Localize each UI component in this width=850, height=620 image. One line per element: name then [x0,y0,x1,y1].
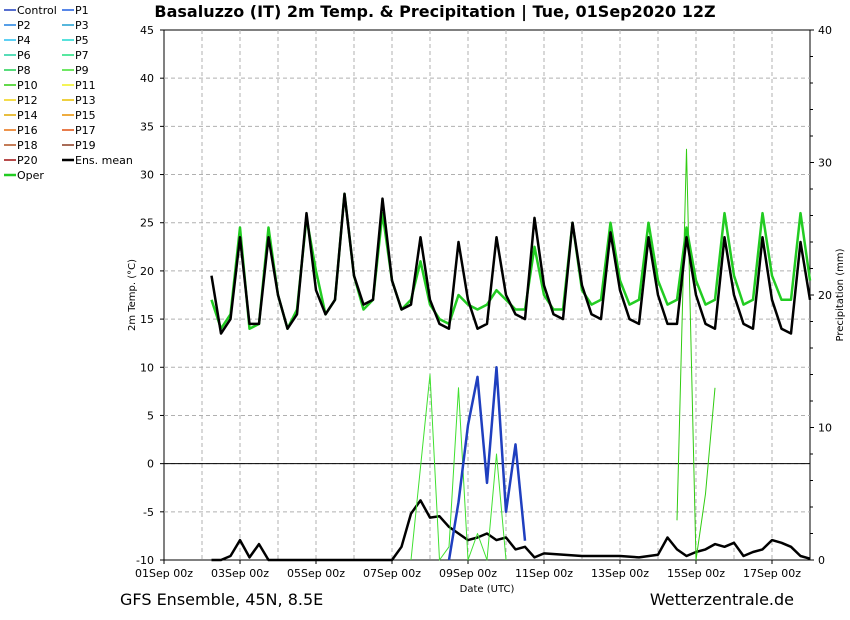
legend-label-p19: P19 [75,139,96,152]
legend-label-p2: P2 [17,19,31,32]
legend-label-p17: P17 [75,124,96,137]
legend-label-p6: P6 [17,49,31,62]
precip-line-ens-mean [211,499,811,562]
x-axis-ticks: 01Sep 00z 03Sep 00z 05Sep 00z 07Sep 00z 09Se… [135,560,801,580]
left-tick-label: 20 [140,265,154,278]
right-tick-label: 30 [818,157,832,170]
legend-label-p15: P15 [75,109,96,122]
temp-line-control [447,366,527,561]
y-axis-left-label: 2m Temp. (°C) [127,259,138,331]
right-tick-label: 10 [818,422,832,435]
legend-label-p8: P8 [17,64,31,77]
x-tick-label: 13Sep 00z [591,567,649,580]
left-axis-ticks: -10 -5 0 5 10 15 20 25 30 35 40 45 [136,24,164,567]
x-tick-label: 03Sep 00z [211,567,269,580]
x-tick-label: 17Sep 00z [743,567,801,580]
legend-label-ens-mean: Ens. mean [75,154,133,167]
left-tick-label: -10 [136,554,154,567]
left-tick-label: 35 [140,120,154,133]
precip-line-p9 [410,374,507,561]
legend-label-p7: P7 [75,49,89,62]
left-tick-label: 30 [140,169,154,182]
legend-label-p10: P10 [17,79,38,92]
x-tick-label: 01Sep 00z [135,567,193,580]
legend-label-p14: P14 [17,109,38,122]
legend-label-p5: P5 [75,34,89,47]
right-tick-label: 20 [818,289,832,302]
chart-title: Basaluzzo (IT) 2m Temp. & Precipitation … [154,2,715,22]
legend-label-p16: P16 [17,124,38,137]
legend-label-p3: P3 [75,19,89,32]
legend-label-p18: P18 [17,139,38,152]
legend-label-p4: P4 [17,34,31,47]
legend-label-p9: P9 [75,64,89,77]
legend-label-p13: P13 [75,94,96,107]
legend-label-p20: P20 [17,154,38,167]
left-tick-label: 25 [140,217,154,230]
temp-line-ens-mean [210,192,812,335]
left-tick-label: 45 [140,24,154,37]
legend-label-p11: P11 [75,79,96,92]
right-tick-label: 0 [818,554,825,567]
x-tick-label: 11Sep 00z [515,567,573,580]
legend-label-oper: Oper [17,169,44,182]
left-tick-label: -5 [143,506,154,519]
left-tick-label: 40 [140,72,154,85]
legend-label-p1: P1 [75,4,89,17]
left-tick-label: 0 [147,458,154,471]
legend-label-control: Control [17,4,57,17]
left-tick-label: 15 [140,313,154,326]
footer-source: GFS Ensemble, 45N, 8.5E [120,590,323,609]
series-lines [210,148,812,562]
left-tick-label: 10 [140,361,154,374]
left-tick-label: 5 [147,409,154,422]
x-axis-label: Date (UTC) [460,584,515,595]
y-axis-right-label: Precipitation (mm) [835,248,846,341]
legend-label-p12: P12 [17,94,38,107]
x-tick-label: 05Sep 00z [287,567,345,580]
x-tick-label: 15Sep 00z [667,567,725,580]
right-tick-label: 40 [818,24,832,37]
legend: Control P1 P2 P3 P4 P5 P6 P7 P8 P9 P10 P11 P12 P13 P14… [4,4,133,182]
x-tick-label: 07Sep 00z [363,567,421,580]
right-axis-ticks: 0 10 20 30 40 [810,24,832,567]
footer-site: Wetterzentrale.de [650,590,794,609]
x-tick-label: 09Sep 00z [439,567,497,580]
